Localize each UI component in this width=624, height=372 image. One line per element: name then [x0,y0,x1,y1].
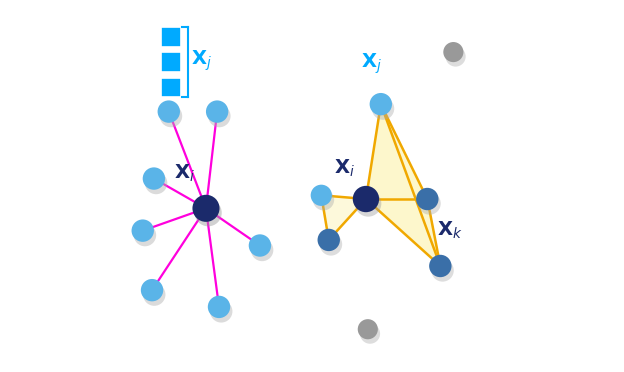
FancyBboxPatch shape [162,78,181,97]
Point [147,287,157,293]
Point [378,106,388,112]
Point [215,113,225,119]
Text: $\mathbf{X}_j$: $\mathbf{X}_j$ [191,48,212,73]
Point [376,101,386,107]
Point [324,237,334,243]
Text: $\mathbf{X}_i$: $\mathbf{X}_i$ [174,163,195,184]
Point [203,210,213,216]
Point [316,192,326,198]
Point [363,201,373,206]
Point [424,201,434,206]
Point [140,232,150,238]
Point [361,196,371,202]
Polygon shape [321,195,366,240]
Text: $\mathbf{X}_i$: $\mathbf{X}_i$ [334,157,355,179]
Polygon shape [366,104,427,199]
Point [255,243,265,248]
Point [151,180,161,186]
Point [365,331,375,337]
Point [201,205,211,211]
Point [138,228,148,234]
Point [149,176,159,182]
Point [326,241,336,247]
Point [257,247,267,253]
Point [422,196,432,202]
Point [166,113,176,119]
Point [214,304,224,310]
Point [149,292,159,298]
Text: $\mathbf{X}_j$: $\mathbf{X}_j$ [361,52,382,76]
Point [363,326,373,332]
Point [217,308,227,314]
Point [163,109,173,115]
Point [212,109,222,115]
Text: $\mathbf{X}_k$: $\mathbf{X}_k$ [437,219,462,241]
Point [318,197,328,203]
Polygon shape [366,199,441,266]
FancyBboxPatch shape [162,27,181,46]
Point [451,54,461,60]
FancyBboxPatch shape [162,52,181,72]
Point [437,267,447,273]
Point [449,49,459,55]
Point [436,263,446,269]
